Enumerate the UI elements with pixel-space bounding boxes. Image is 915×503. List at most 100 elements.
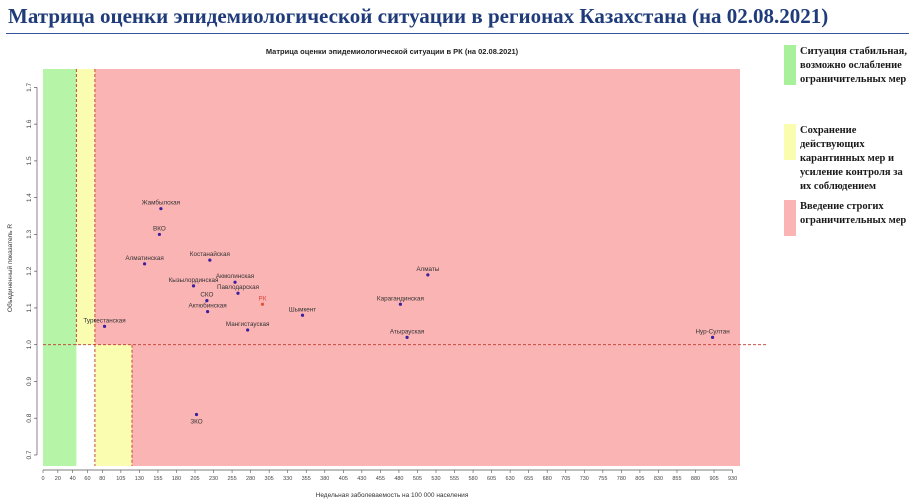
data-point xyxy=(159,207,163,211)
x-tick-label: 280 xyxy=(246,476,255,482)
x-tick-label: 680 xyxy=(543,476,552,482)
x-tick-label: 0 xyxy=(41,476,44,482)
x-tick-label: 655 xyxy=(524,476,533,482)
point-label: Туркестанская xyxy=(83,317,125,324)
point-label: Шымкент xyxy=(289,306,316,313)
x-tick-label: 555 xyxy=(450,476,459,482)
data-point xyxy=(236,291,240,295)
zone-red-4 xyxy=(131,344,740,466)
zone-yellow-1 xyxy=(76,69,95,345)
y-tick-label: 0.9 xyxy=(26,377,33,386)
x-tick-label: 905 xyxy=(709,476,718,482)
x-tick-label: 580 xyxy=(468,476,477,482)
x-tick-label: 455 xyxy=(376,476,385,482)
x-tick-label: 305 xyxy=(265,476,274,482)
legend-swatch-yellow xyxy=(784,124,796,160)
x-tick-label: 605 xyxy=(487,476,496,482)
x-tick-label: 105 xyxy=(116,476,125,482)
y-axis-label: Объединенный показатель R xyxy=(6,224,14,312)
page-title: Матрица оценки эпидемиологической ситуац… xyxy=(8,4,829,28)
legend-text-strict: Введение строгих ограничительных мер xyxy=(800,201,907,226)
x-tick-label: 505 xyxy=(413,476,422,482)
data-point xyxy=(405,335,409,339)
x-tick-label: 60 xyxy=(84,476,90,482)
x-tick-label: 430 xyxy=(357,476,366,482)
point-label: РК xyxy=(259,295,267,302)
point-label: Костанайская xyxy=(190,250,230,258)
legend-text-maintain: Сохранение действующих карантинных мер и… xyxy=(800,125,903,192)
zone-red-3 xyxy=(94,69,741,345)
legend-swatch-red xyxy=(784,200,796,236)
point-label: Мангистауская xyxy=(226,321,270,328)
point-label: Карагандинская xyxy=(377,295,424,302)
point-label: ЗКО xyxy=(190,419,202,426)
y-tick-label: 1.4 xyxy=(26,193,33,202)
x-tick-label: 230 xyxy=(209,476,218,482)
data-point xyxy=(205,298,209,303)
x-tick-label: 40 xyxy=(70,476,76,482)
y-tick-label: 1.0 xyxy=(26,340,33,349)
legend-swatch-green xyxy=(784,45,796,85)
x-tick-label: 755 xyxy=(598,476,607,482)
chart-title: Матрица оценки эпидемиологической ситуац… xyxy=(266,47,519,56)
x-tick-label: 630 xyxy=(506,476,515,482)
x-tick-label: 780 xyxy=(617,476,626,482)
y-tick-label: 0.7 xyxy=(26,450,33,459)
x-tick-label: 930 xyxy=(728,476,737,482)
zone-yellow-2 xyxy=(94,344,132,466)
y-tick-label: 1.2 xyxy=(26,266,33,275)
data-point xyxy=(208,258,212,262)
x-tick-label: 20 xyxy=(55,476,61,482)
x-axis-label: Недельная заболеваемость на 100 000 насе… xyxy=(316,491,469,499)
x-tick-label: 155 xyxy=(153,476,162,482)
x-tick-label: 480 xyxy=(394,476,403,482)
x-tick-label: 330 xyxy=(283,476,292,482)
data-point xyxy=(300,313,305,317)
y-tick-label: 1.5 xyxy=(26,156,33,165)
x-tick-label: 880 xyxy=(691,476,700,482)
point-label: Нур-Султан xyxy=(695,328,730,335)
x-tick-label: 730 xyxy=(580,476,589,482)
point-label: Алматинская xyxy=(125,255,163,262)
x-tick-label: 255 xyxy=(227,476,236,482)
data-point xyxy=(260,302,265,306)
zone-green-0 xyxy=(43,69,77,466)
data-point xyxy=(206,310,210,314)
point-label: Акмолинская xyxy=(216,273,254,280)
y-tick-label: 1.1 xyxy=(26,303,33,312)
y-tick-label: 0.8 xyxy=(26,413,33,422)
data-point xyxy=(233,280,237,284)
data-point xyxy=(246,328,250,332)
point-label: Кызылординская xyxy=(169,277,219,284)
point-label: Атырауская xyxy=(390,328,424,335)
data-point xyxy=(194,412,199,417)
data-point xyxy=(426,273,430,277)
x-tick-label: 530 xyxy=(431,476,440,482)
x-tick-label: 405 xyxy=(339,476,348,482)
point-label: Алматы xyxy=(416,266,439,273)
x-tick-label: 855 xyxy=(672,476,681,482)
data-point xyxy=(191,284,196,288)
y-tick-label: 1.3 xyxy=(26,230,33,239)
x-tick-label: 705 xyxy=(561,476,570,482)
title-divider xyxy=(6,33,909,34)
data-point xyxy=(157,232,162,237)
x-tick-label: 355 xyxy=(302,476,311,482)
point-label: Павлодарская xyxy=(217,284,259,291)
point-label: Жамбылская xyxy=(142,199,180,207)
x-tick-label: 180 xyxy=(172,476,181,482)
point-label: ВКО xyxy=(153,225,166,232)
data-point xyxy=(142,262,147,266)
legend-text-stable: Ситуация стабильная, возможно ослабление… xyxy=(800,46,907,85)
x-tick-label: 80 xyxy=(99,476,105,482)
x-tick-label: 380 xyxy=(320,476,329,482)
data-point xyxy=(710,335,715,339)
x-tick-label: 805 xyxy=(635,476,644,482)
x-tick-label: 205 xyxy=(190,476,199,482)
y-tick-label: 1.6 xyxy=(26,119,33,128)
y-tick-label: 1.7 xyxy=(26,82,33,91)
point-label: СКО xyxy=(200,292,213,299)
data-point xyxy=(102,324,107,328)
x-tick-label: 830 xyxy=(654,476,663,482)
